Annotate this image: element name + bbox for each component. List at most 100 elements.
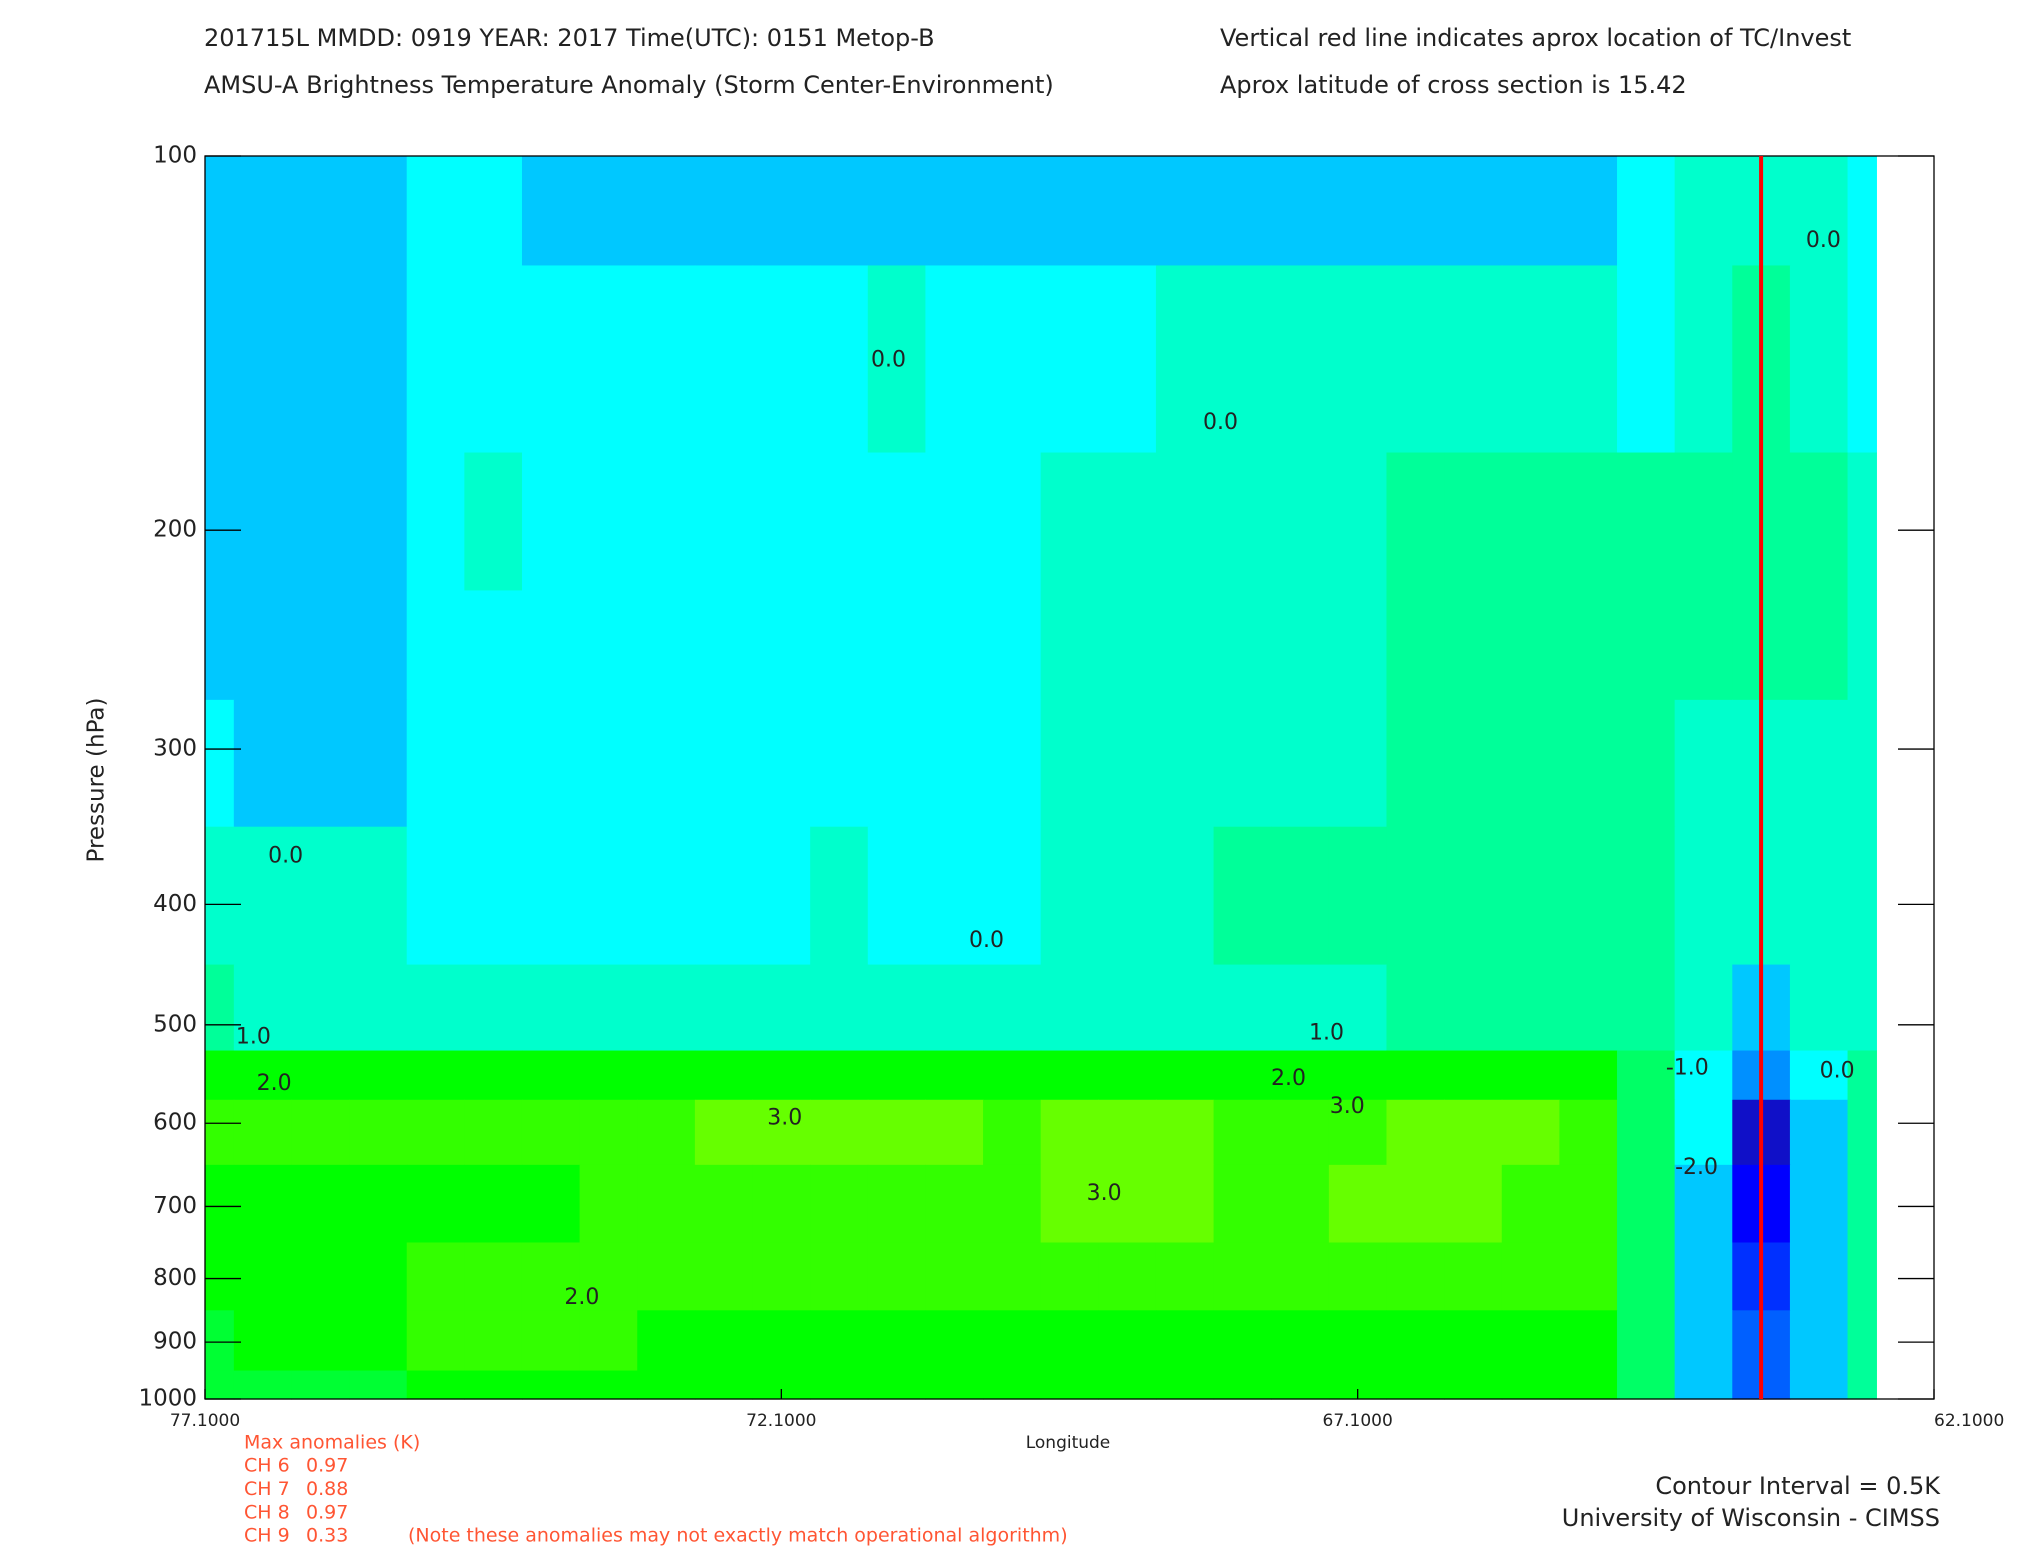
cell — [291, 452, 350, 592]
cell — [867, 156, 927, 267]
cell — [349, 156, 408, 267]
cell — [1847, 1050, 1877, 1101]
cell — [1674, 826, 1733, 966]
contour-label: 2.0 — [564, 1285, 599, 1310]
contour-label: 1.0 — [236, 1025, 271, 1050]
cell — [1789, 1050, 1849, 1101]
cell — [521, 265, 581, 454]
cell — [867, 1050, 927, 1101]
cell — [1155, 1164, 1215, 1244]
x-axis-label: Longitude — [1026, 1433, 1111, 1453]
cell — [752, 826, 811, 966]
y-tick-label: 400 — [153, 891, 197, 917]
y-tick-label: 300 — [153, 736, 197, 762]
contour-label: 3.0 — [1330, 1094, 1365, 1119]
cell — [637, 590, 696, 701]
cell — [1386, 826, 1445, 966]
cell — [1789, 265, 1849, 454]
cell — [694, 1050, 754, 1101]
cell — [233, 699, 293, 828]
max-anomalies-title: Max anomalies (K) — [244, 1432, 420, 1454]
cell — [1098, 1310, 1157, 1372]
cell — [521, 590, 581, 701]
cell — [521, 1242, 581, 1311]
cell — [1271, 1370, 1330, 1400]
cell — [1674, 452, 1733, 592]
cell — [1213, 699, 1272, 828]
cell — [694, 265, 754, 454]
cell — [983, 1370, 1042, 1400]
cell — [810, 1310, 869, 1372]
channel-value: 0.88 — [306, 1478, 348, 1500]
contour-label: 2.0 — [1271, 1066, 1306, 1091]
cell — [867, 1310, 927, 1372]
cell — [1501, 156, 1560, 267]
cell — [1847, 156, 1877, 267]
cell — [694, 964, 754, 1052]
cell — [867, 1242, 927, 1311]
cell — [1040, 452, 1099, 592]
cell — [1617, 964, 1676, 1052]
cell — [291, 1050, 350, 1101]
cell — [1040, 964, 1099, 1052]
cell — [694, 826, 754, 966]
cell — [1559, 1242, 1618, 1311]
y-tick-label: 900 — [153, 1329, 197, 1355]
cell — [205, 1370, 235, 1400]
cell — [867, 964, 927, 1052]
contour-label: 3.0 — [1087, 1181, 1122, 1206]
cell — [810, 1164, 869, 1244]
cell — [983, 1099, 1042, 1166]
cell — [752, 964, 811, 1052]
subtitle-line: Vertical red line indicates aprox locati… — [1220, 24, 1851, 52]
cell — [752, 1242, 811, 1311]
cell — [637, 1242, 696, 1311]
cell — [291, 1099, 350, 1166]
cell — [983, 265, 1042, 454]
cell — [925, 964, 984, 1052]
cell — [205, 590, 235, 701]
cell — [1444, 156, 1503, 267]
cell — [406, 699, 465, 828]
cell — [1444, 1164, 1503, 1244]
cell — [1155, 699, 1215, 828]
cell — [867, 1099, 927, 1166]
cell — [925, 156, 984, 267]
cell — [1271, 265, 1330, 454]
cell — [1040, 1164, 1099, 1244]
cell — [1501, 265, 1560, 454]
cell — [925, 1099, 984, 1166]
cell — [464, 1164, 523, 1244]
cell — [1328, 699, 1388, 828]
cell — [925, 590, 984, 701]
cell — [291, 265, 350, 454]
cell — [464, 826, 523, 966]
cell — [291, 699, 350, 828]
cell — [1040, 156, 1099, 267]
cell — [291, 964, 350, 1052]
cell — [579, 1370, 638, 1400]
cell — [349, 1370, 408, 1400]
cell — [1559, 964, 1618, 1052]
cell — [1444, 590, 1503, 701]
cell — [1501, 452, 1560, 592]
cell — [1501, 590, 1560, 701]
cell — [752, 265, 811, 454]
cell — [1501, 1050, 1560, 1101]
cell — [925, 452, 984, 592]
cell — [1098, 1099, 1157, 1166]
cell — [983, 1310, 1042, 1372]
cell — [694, 699, 754, 828]
cell — [1617, 1164, 1676, 1244]
cell — [233, 452, 293, 592]
y-tick-label: 700 — [153, 1193, 197, 1219]
cell — [1444, 1310, 1503, 1372]
cell — [1444, 964, 1503, 1052]
cell — [349, 1310, 408, 1372]
cell — [925, 1050, 984, 1101]
cell — [1098, 964, 1157, 1052]
cell — [291, 156, 350, 267]
cell — [1789, 452, 1849, 592]
cell — [1789, 699, 1849, 828]
cell — [1040, 1310, 1099, 1372]
